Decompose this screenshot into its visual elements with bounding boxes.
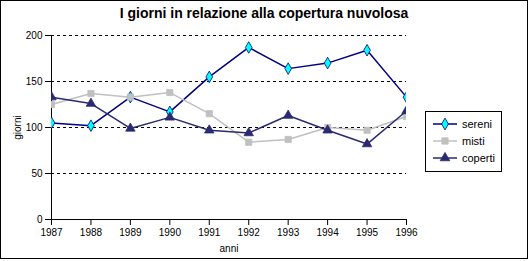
svg-text:giorni: giorni [12,115,23,139]
html-text:coperti: coperti [462,152,495,164]
svg-text:1994: 1994 [316,227,339,238]
html-text:I giorni in relazione alla cop: I giorni in relazione alla copertura nuv… [119,5,409,21]
svg-text:1990: 1990 [159,227,182,238]
svg-text:100: 100 [26,122,43,133]
html-text:sereni: sereni [462,118,492,130]
svg-text:1996: 1996 [395,227,418,238]
svg-text:1992: 1992 [238,227,261,238]
svg-text:1988: 1988 [80,227,103,238]
svg-text:200: 200 [26,30,43,41]
svg-text:1993: 1993 [277,227,300,238]
svg-text:1987: 1987 [40,227,63,238]
svg-text:150: 150 [26,76,43,87]
svg-text:50: 50 [31,168,43,179]
svg-text:1995: 1995 [356,227,379,238]
svg-text:anni: anni [220,243,239,254]
svg-text:0: 0 [37,214,43,225]
svg-text:1991: 1991 [198,227,221,238]
html-text:misti: misti [462,135,485,147]
svg-text:1989: 1989 [119,227,142,238]
